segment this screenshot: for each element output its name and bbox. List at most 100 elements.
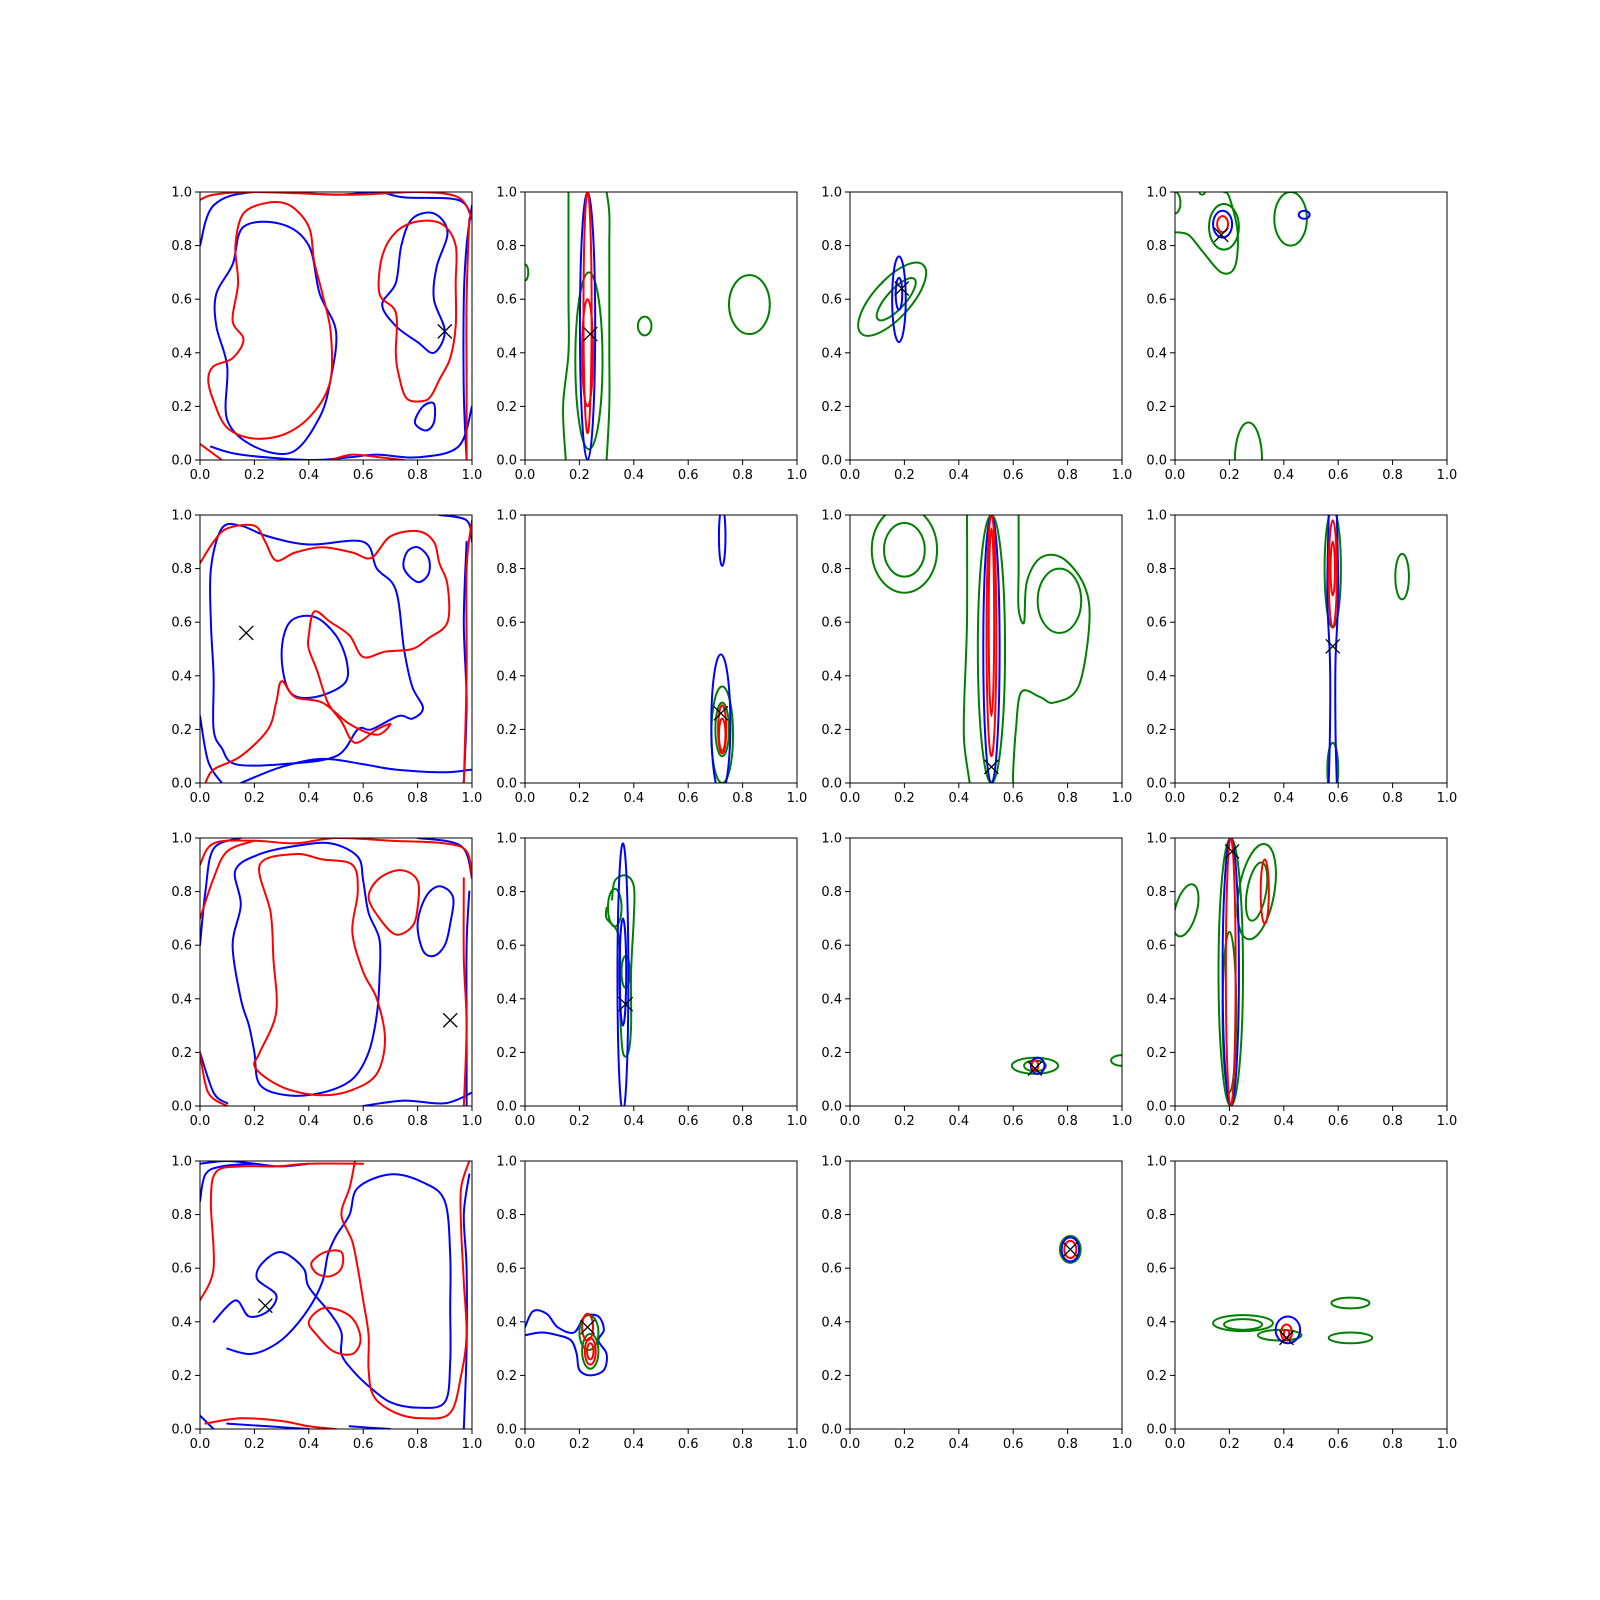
y-tick-label: 0.6 <box>1146 616 1167 631</box>
subplot-6: 0.0 0.2 0.4 0.6 0.8 1.0 0.0 0.2 0.4 0.6 0.8 1.0 <box>496 509 807 807</box>
y-tick-label: 0.2 <box>171 400 192 415</box>
plot-area <box>200 515 472 783</box>
subplot-10: 0.0 0.2 0.4 0.6 0.8 1.0 0.0 0.2 0.4 0.6 0.8 1.0 <box>496 832 807 1130</box>
x-marker <box>1062 1241 1078 1257</box>
x-tick-label: 0.8 <box>1057 468 1078 483</box>
axes-frame <box>849 514 1123 784</box>
y-tick-label: 0.4 <box>1146 346 1167 361</box>
x-tick-label: 0.6 <box>1328 468 1349 483</box>
green-contour <box>1175 883 1200 938</box>
red-contour <box>1224 838 1237 1106</box>
blue-contour <box>1297 209 1311 220</box>
x-tick-label: 0.6 <box>1003 791 1024 806</box>
x-tick-label: 0.6 <box>1003 1437 1024 1452</box>
subplot-7: 0.0 0.2 0.4 0.6 0.8 1.0 0.0 0.2 0.4 0.6 0.8 1.0 <box>821 509 1132 807</box>
blue-contour <box>1274 1315 1302 1345</box>
x-tick-label: 0.8 <box>407 1437 428 1452</box>
y-tick-label: 0.0 <box>1146 777 1167 792</box>
y-tick-label: 1.0 <box>496 186 517 201</box>
x-tick-label: 1.0 <box>1437 791 1458 806</box>
x-tick-label: 0.4 <box>1273 1114 1294 1129</box>
axes-frame <box>1174 837 1448 1107</box>
x-tick-label: 0.4 <box>298 468 319 483</box>
x-tick-label: 0.6 <box>1003 1114 1024 1129</box>
x-tick-label: 0.6 <box>678 1437 699 1452</box>
red-contour <box>200 1162 365 1302</box>
x-tick-label: 0.2 <box>569 1114 590 1129</box>
y-tick-label: 0.4 <box>1146 1315 1167 1330</box>
y-tick-label: 1.0 <box>821 509 842 524</box>
y-tick-label: 0.2 <box>171 723 192 738</box>
x-marker <box>580 1319 596 1335</box>
y-tick-label: 0.4 <box>171 346 192 361</box>
x-tick-label: 0.6 <box>353 1114 374 1129</box>
green-contour <box>636 315 653 337</box>
blue-contour <box>710 653 732 783</box>
y-tick-label: 0.6 <box>496 616 517 631</box>
x-tick-label: 0.0 <box>840 1437 861 1452</box>
plot-area <box>1175 838 1277 1106</box>
x-tick-label: 0.2 <box>244 468 265 483</box>
subplot-14: 0.0 0.2 0.4 0.6 0.8 1.0 0.0 0.2 0.4 0.6 0.8 1.0 <box>496 1155 807 1453</box>
red-contour <box>329 453 405 460</box>
green-contour <box>562 192 570 460</box>
axes-frame <box>199 191 473 461</box>
blue-contour <box>231 841 382 1097</box>
axes-frame <box>1174 514 1448 784</box>
blue-contour <box>213 220 338 455</box>
green-contour <box>962 515 971 783</box>
red-contour <box>307 1306 362 1356</box>
y-tick-label: 1.0 <box>496 1155 517 1170</box>
y-tick-label: 0.2 <box>496 1369 517 1384</box>
x-tick-label: 0.4 <box>1273 468 1294 483</box>
x-tick-label: 0.8 <box>1057 1437 1078 1452</box>
blue-contour <box>200 715 223 783</box>
green-contour <box>1327 1331 1374 1345</box>
x-tick-label: 0.6 <box>353 468 374 483</box>
blue-contour <box>982 515 1001 783</box>
y-tick-label: 1.0 <box>1146 1155 1167 1170</box>
axes-frame <box>524 191 798 461</box>
y-tick-label: 0.2 <box>821 1369 842 1384</box>
red-contour <box>253 852 386 1097</box>
y-tick-label: 0.0 <box>171 1100 192 1115</box>
green-contour <box>875 277 917 322</box>
green-contour <box>605 192 611 460</box>
blue-contour <box>381 211 449 355</box>
x-tick-label: 0.0 <box>515 468 536 483</box>
y-tick-label: 0.4 <box>171 1315 192 1330</box>
blue-contour <box>200 1162 256 1203</box>
x-tick-label: 0.0 <box>515 791 536 806</box>
y-tick-label: 1.0 <box>171 1155 192 1170</box>
blue-contour <box>1221 838 1240 1106</box>
x-tick-label: 0.8 <box>1382 1114 1403 1129</box>
blue-contour <box>416 885 455 958</box>
blue-contour <box>362 1091 472 1106</box>
y-tick-label: 0.6 <box>821 293 842 308</box>
blue-contour <box>212 1173 452 1409</box>
x-tick-label: 0.0 <box>1165 1437 1186 1452</box>
x-tick-label: 1.0 <box>787 1114 808 1129</box>
x-tick-label: 0.0 <box>1165 1114 1186 1129</box>
blue-contour <box>717 515 727 567</box>
axes-frame <box>524 1160 798 1430</box>
y-tick-label: 0.6 <box>1146 293 1167 308</box>
x-tick-label: 0.0 <box>515 1114 536 1129</box>
x-tick-label: 0.2 <box>569 1437 590 1452</box>
green-contour <box>1058 1235 1082 1264</box>
subplot-1: 0.0 0.2 0.4 0.6 0.8 1.0 0.0 0.2 0.4 0.6 0.8 1.0 <box>171 186 482 484</box>
red-contour <box>1259 858 1270 925</box>
y-tick-label: 0.8 <box>171 1208 192 1223</box>
green-contour <box>870 515 939 594</box>
x-tick-label: 0.0 <box>190 1114 211 1129</box>
blue-contour <box>618 917 628 1027</box>
green-contour <box>574 271 604 451</box>
plot-area <box>525 1309 608 1377</box>
y-tick-label: 0.2 <box>821 1046 842 1061</box>
y-tick-label: 0.6 <box>821 616 842 631</box>
y-tick-label: 0.0 <box>1146 1423 1167 1438</box>
red-contour <box>200 1051 229 1106</box>
red-contour <box>200 192 472 220</box>
y-tick-label: 0.0 <box>821 1423 842 1438</box>
green-contour <box>1023 1059 1047 1073</box>
